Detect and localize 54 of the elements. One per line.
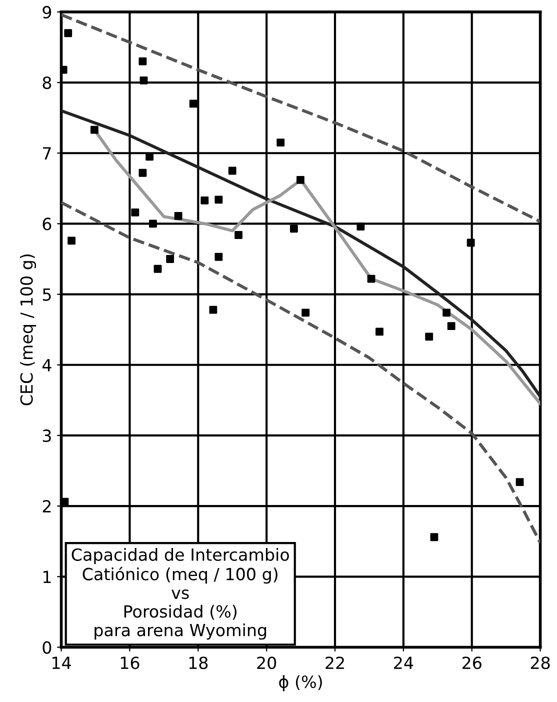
y-tick-label: 2 bbox=[42, 500, 51, 512]
x-axis-title: ϕ (%) bbox=[279, 675, 322, 692]
y-tick-label: 1 bbox=[43, 570, 51, 583]
y-axis-title: CEC (meq / 100 g) bbox=[20, 254, 36, 406]
point bbox=[290, 224, 298, 233]
x-tick-label: 26 bbox=[462, 656, 482, 670]
point bbox=[90, 126, 98, 134]
point bbox=[302, 308, 310, 317]
point bbox=[131, 208, 140, 216]
annotation: Capacidad de Intercambio Catiónico (meq / 100 g) vs Porosidad (%) para arena Wyoming bbox=[72, 548, 289, 640]
x-tick-label: 16 bbox=[120, 656, 140, 670]
point bbox=[466, 238, 475, 247]
x-tick-label: 20 bbox=[257, 656, 276, 670]
point bbox=[376, 328, 384, 336]
point bbox=[68, 236, 76, 245]
point bbox=[447, 322, 456, 330]
y-tick-label: 8 bbox=[42, 76, 52, 90]
point bbox=[149, 220, 157, 228]
point bbox=[140, 76, 148, 84]
y-tick-label: 0 bbox=[42, 641, 52, 654]
x-tick-label: 24 bbox=[394, 656, 414, 669]
point bbox=[296, 176, 304, 184]
y-tick-label: 5 bbox=[42, 288, 51, 301]
point bbox=[430, 533, 438, 542]
point bbox=[516, 478, 524, 486]
x-tick-label: 14 bbox=[52, 656, 71, 669]
point bbox=[425, 332, 434, 341]
point bbox=[154, 264, 162, 273]
x-tick-label: 18 bbox=[189, 656, 208, 670]
y-tick-label: 3 bbox=[42, 429, 51, 442]
line-series bbox=[61, 200, 540, 544]
point bbox=[356, 222, 365, 230]
point bbox=[189, 100, 198, 108]
x-tick-label: 28 bbox=[530, 656, 550, 670]
y-tick-label: 6 bbox=[42, 218, 52, 230]
point bbox=[64, 29, 72, 38]
point bbox=[367, 274, 376, 283]
point bbox=[138, 57, 147, 66]
y-tick-label: 4 bbox=[42, 359, 52, 372]
point bbox=[234, 231, 242, 239]
point bbox=[209, 306, 218, 314]
x-tick-label: 22 bbox=[326, 656, 344, 669]
point bbox=[174, 212, 182, 220]
line-series bbox=[61, 13, 540, 224]
point bbox=[166, 255, 174, 263]
point bbox=[442, 308, 450, 317]
point bbox=[138, 168, 147, 177]
point bbox=[214, 252, 223, 261]
y-tick-label: 7 bbox=[43, 147, 51, 160]
point bbox=[214, 196, 223, 204]
y-tick-label: 9 bbox=[42, 6, 52, 19]
point bbox=[200, 196, 209, 204]
point bbox=[228, 166, 236, 175]
point bbox=[276, 138, 285, 146]
